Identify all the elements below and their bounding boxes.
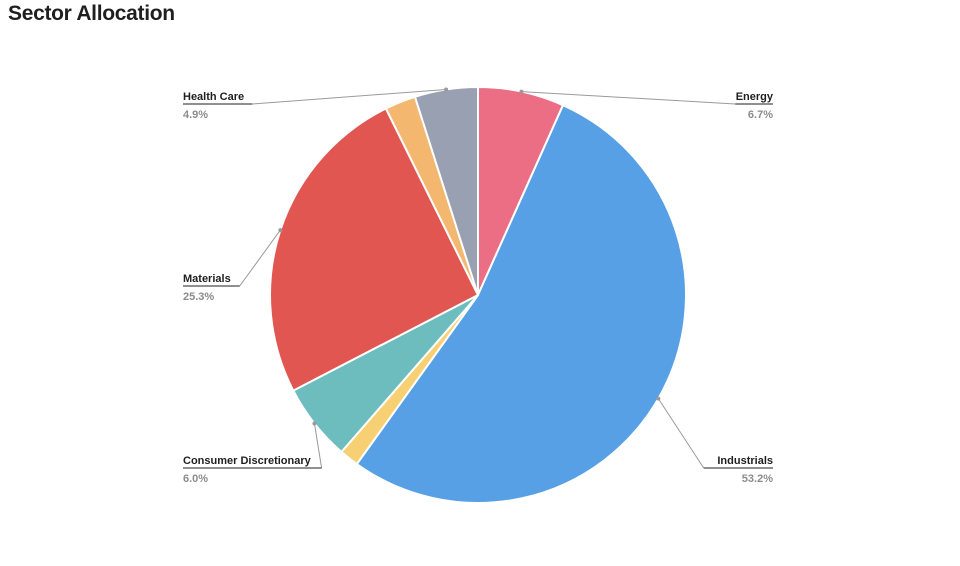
slice-label-materials: Materials [183,273,231,285]
leader-dot-consumer-discretionary [312,421,317,426]
slice-percent-industrials: 53.2% [742,473,773,485]
leader-line-industrials [657,398,705,469]
page-title: Sector Allocation [8,2,175,25]
slice-percent-health-care: 4.9% [183,109,208,121]
leader-line-energy [521,91,736,105]
leader-line-materials [239,229,281,287]
pie-slices [269,86,687,504]
leader-dot-industrials [656,396,661,401]
slice-label-industrials: Industrials [717,455,773,467]
slice-label-health-care: Health Care [183,91,244,103]
pie-labels: Energy 6.7% Industrials 53.2% Consumer Discr… [183,87,774,485]
slice-percent-materials: 25.3% [183,291,214,303]
slice-label-energy: Energy [736,91,774,103]
leader-line-health-care [252,88,447,105]
leader-dot-health-care [444,87,449,92]
slice-percent-consumer-discretionary: 6.0% [183,473,208,485]
leader-dot-energy [519,89,524,94]
slice-label-consumer-discretionary: Consumer Discretionary [183,455,312,467]
leader-line-consumer-discretionary [313,423,323,469]
slice-percent-energy: 6.7% [748,109,773,121]
leader-dot-materials [278,228,283,233]
